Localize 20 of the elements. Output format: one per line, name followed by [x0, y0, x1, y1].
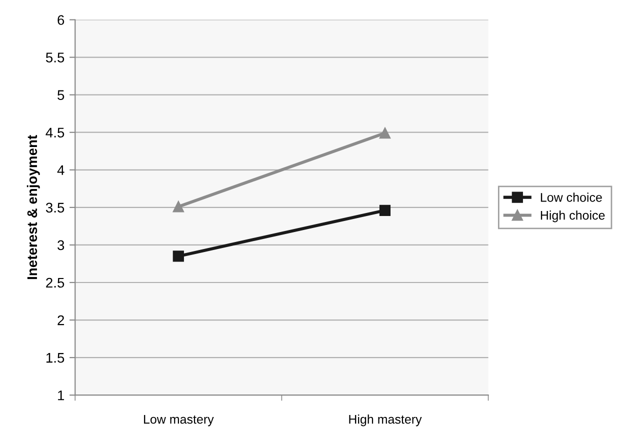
y-tick-label: 2 — [58, 315, 64, 326]
x-tick-label: Low mastery — [144, 415, 214, 426]
point — [379, 128, 391, 139]
y-tick-label: 3.5 — [46, 202, 64, 213]
y-tick-label: 5.5 — [46, 52, 64, 62]
point — [172, 201, 184, 212]
y-tick-label: 3 — [58, 240, 64, 250]
y-tick-label: 4.5 — [46, 128, 64, 138]
y-tick-label: 5 — [58, 90, 64, 100]
y-tick-label: 4 — [57, 165, 64, 175]
legend-label: High choice — [540, 210, 605, 222]
y-axis-title: Ineterest & enjoyment — [26, 135, 40, 280]
point — [172, 250, 184, 262]
legend-label: Low choice — [540, 192, 602, 202]
point — [379, 204, 391, 216]
x-tick-label: High mastery — [349, 414, 422, 426]
y-tick-label: 1 — [58, 390, 64, 400]
y-tick-label: 1.5 — [46, 353, 64, 363]
y-tick-label: 2.5 — [46, 278, 64, 288]
y-tick-label: 6 — [58, 15, 64, 25]
